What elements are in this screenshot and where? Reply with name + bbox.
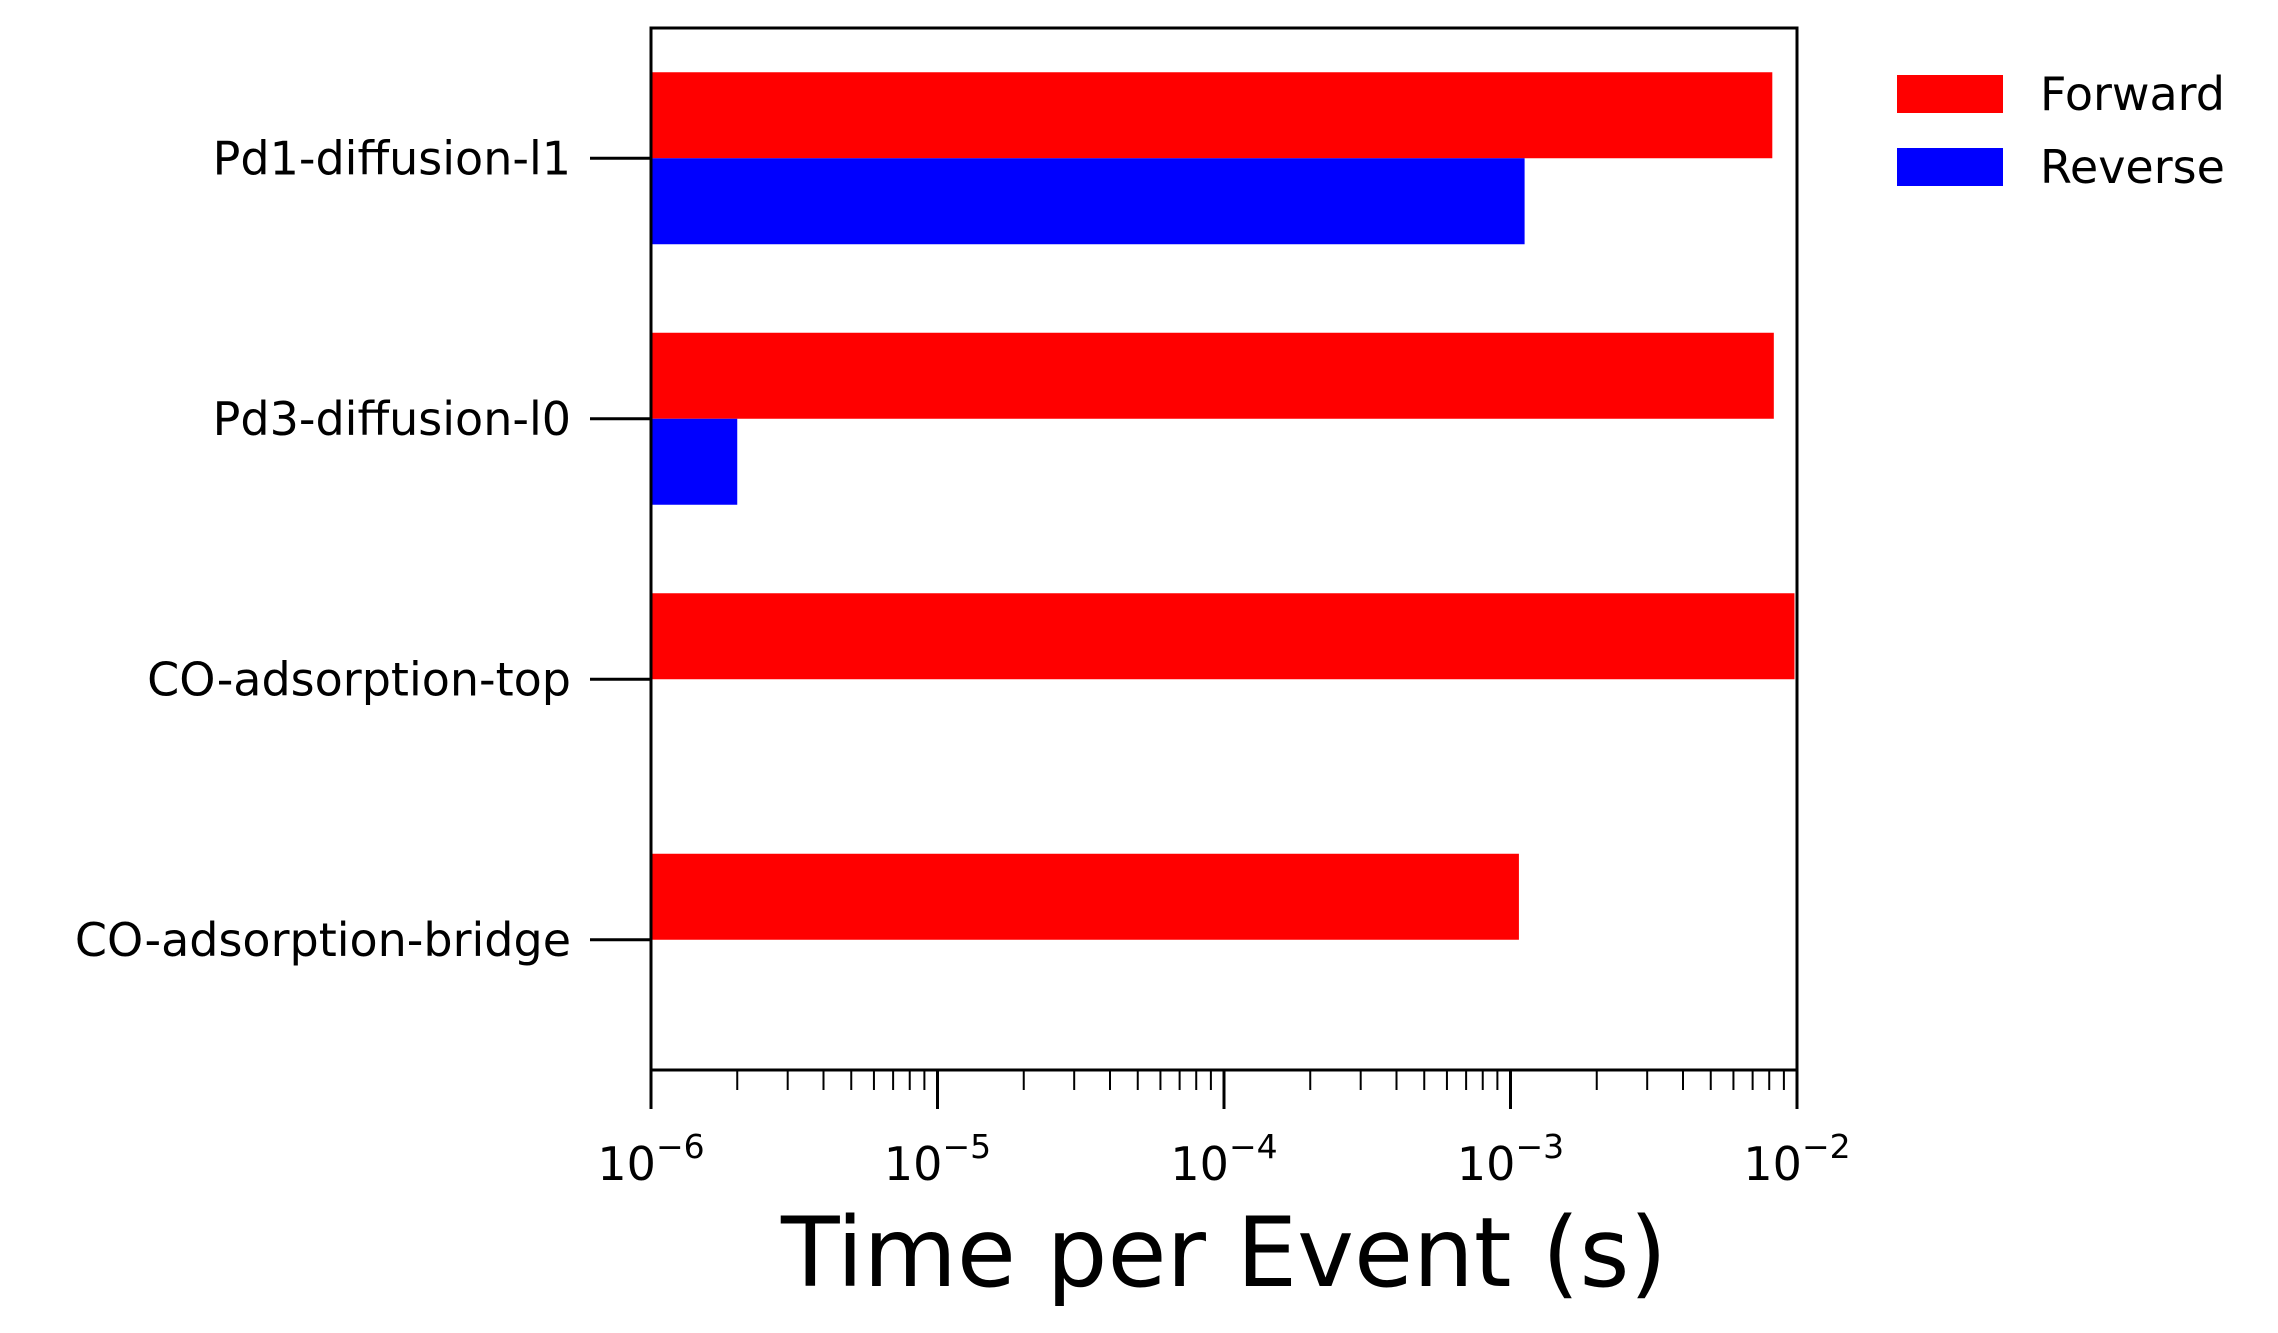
- legend-swatch-reverse: [1897, 148, 2003, 186]
- legend-label-forward: Forward: [2040, 67, 2225, 121]
- y-axis: Pd1-diffusion-l1 Pd3-diffusion-l0 CO-adsor…: [75, 131, 651, 967]
- x-tick-label: 10−4: [1170, 1127, 1277, 1191]
- x-tick-label: 10−6: [597, 1127, 704, 1191]
- legend: Forward Reverse: [1897, 67, 2225, 194]
- x-axis: 10−6 10−5 10−4 10−3 10−2: [597, 1070, 1851, 1191]
- x-tick-label: 10−2: [1743, 1127, 1850, 1191]
- bar-reverse-2: [651, 418, 738, 505]
- bar-reverse-1: [651, 158, 1525, 245]
- bar-forward-4: [651, 853, 1519, 940]
- legend-label-reverse: Reverse: [2040, 140, 2225, 194]
- legend-swatch-forward: [1897, 75, 2003, 113]
- y-tick-label: CO-adsorption-bridge: [75, 913, 571, 967]
- x-tick-label: 10−3: [1457, 1127, 1564, 1191]
- y-tick-label: CO-adsorption-top: [147, 652, 571, 706]
- bar-forward-2: [651, 332, 1774, 419]
- x-axis-label: Time per Event (s): [780, 1197, 1667, 1309]
- y-tick-label: Pd1-diffusion-l1: [213, 131, 571, 185]
- bar-forward-3: [651, 593, 1795, 680]
- bar-forward-1: [651, 72, 1773, 159]
- y-tick-label: Pd3-diffusion-l0: [213, 392, 571, 446]
- x-tick-label: 10−5: [884, 1127, 991, 1191]
- bars-layer: [651, 72, 1795, 940]
